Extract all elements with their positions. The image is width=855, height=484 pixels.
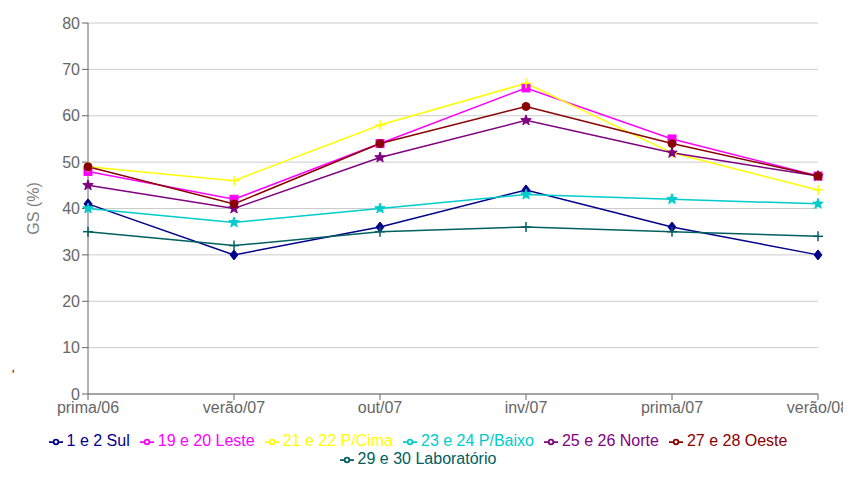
svg-text:30: 30 [62, 247, 80, 264]
svg-text:inv/07: inv/07 [505, 399, 548, 416]
svg-text:80: 80 [62, 15, 80, 32]
svg-text:0: 0 [71, 386, 80, 403]
svg-text:50: 50 [62, 154, 80, 171]
svg-text:prima/06: prima/06 [57, 399, 119, 416]
svg-text:40: 40 [62, 200, 80, 217]
svg-text:60: 60 [62, 107, 80, 124]
svg-text:prima/07: prima/07 [641, 399, 703, 416]
svg-text:20: 20 [62, 293, 80, 310]
html-text:29 e 30 Laboratório: 29 e 30 Laboratório [357, 450, 497, 467]
svg-text:verão/07: verão/07 [203, 399, 265, 416]
html-text:21 e 22 P/Cima: 21 e 22 P/Cima [282, 432, 393, 449]
html-text:25 e 26 Norte: 25 e 26 Norte [562, 432, 659, 449]
html-text:1 e 2 Sul: 1 e 2 Sul [66, 432, 130, 449]
svg-text:10: 10 [62, 339, 80, 356]
svg-text:out/07: out/07 [358, 399, 403, 416]
svg-text:70: 70 [62, 61, 80, 78]
html-text:27 e 28 Oeste: 27 e 28 Oeste [686, 432, 788, 449]
svg-text:GS (%): GS (%) [25, 182, 42, 234]
html-text:19 e 20 Leste: 19 e 20 Leste [157, 432, 255, 449]
svg-text:verão/08: verão/08 [787, 399, 843, 416]
html-text:23 e 24 P/Baixo: 23 e 24 P/Baixo [421, 432, 534, 449]
